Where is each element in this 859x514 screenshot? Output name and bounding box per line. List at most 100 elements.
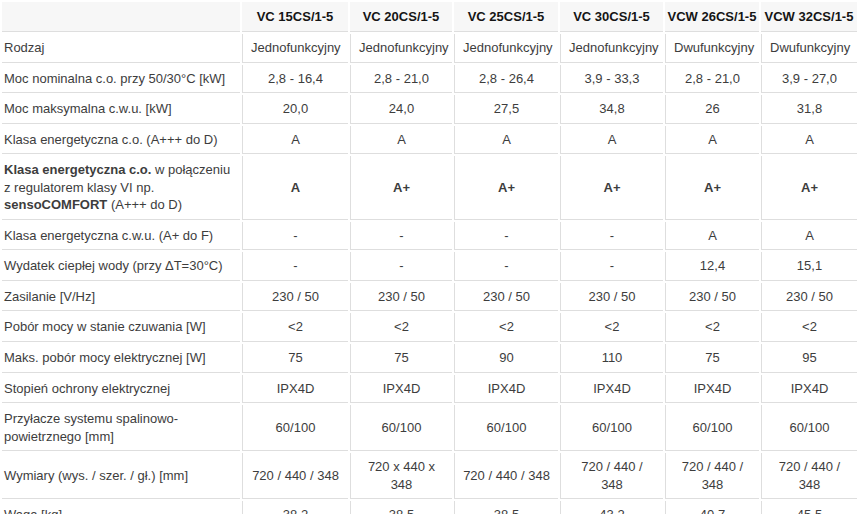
value-cell: 12,4	[665, 252, 759, 281]
value-cell: 34,8	[560, 95, 663, 124]
row-label: Zasilanie [V/Hz]	[2, 283, 240, 312]
value-cell: A+	[454, 156, 558, 220]
row-label: Klasa energetyczna c.w.u. (A+ do F)	[2, 222, 240, 251]
row-label: Maks. pobór mocy elektrycznej [W]	[2, 344, 240, 373]
table-row: Klasa energetyczna c.o. w połączeniu z r…	[2, 156, 857, 220]
value-cell: 2,8 - 26,4	[454, 65, 558, 94]
value-cell: A	[665, 222, 759, 251]
value-cell: 75	[350, 344, 452, 373]
row-label: Wydatek ciepłej wody (przy ΔT=30°C)	[2, 252, 240, 281]
value-cell: 26	[665, 95, 759, 124]
value-cell: 230 / 50	[350, 283, 452, 312]
row-label: Klasa energetyczna c.o. w połączeniu z r…	[2, 156, 240, 220]
value-cell: IPX4D	[454, 375, 558, 404]
table-row: Wymiary (wys. / szer. / gł.) [mm]720 / 4…	[2, 453, 857, 499]
row-label: Moc nominalna c.o. przy 50/30°C [kW]	[2, 65, 240, 94]
value-cell: 60/100	[350, 405, 452, 451]
value-cell: A	[242, 126, 348, 155]
value-cell: Dwufunkcyjny	[761, 34, 857, 63]
row-label-part: Klasa energetyczna c.o.	[4, 162, 151, 177]
value-cell: IPX4D	[242, 375, 348, 404]
column-header-vcw-26cs-1-5: VCW 26CS/1-5	[665, 2, 759, 32]
value-cell: -	[454, 252, 558, 281]
value-cell: 2,8 - 16,4	[242, 65, 348, 94]
value-cell: A	[560, 126, 663, 155]
row-label-part: (A+++ do D)	[107, 197, 182, 212]
table-row: Waga [kg]38,238,538,543,240,745,5	[2, 501, 857, 514]
value-cell: A+	[350, 156, 452, 220]
value-cell: -	[560, 222, 663, 251]
value-cell: 27,5	[454, 95, 558, 124]
value-cell: 95	[761, 344, 857, 373]
value-cell: A+	[761, 156, 857, 220]
value-cell: 60/100	[665, 405, 759, 451]
table-header-row: VC 15CS/1-5VC 20CS/1-5VC 25CS/1-5VC 30CS…	[2, 2, 857, 32]
value-cell: 45,5	[761, 501, 857, 514]
value-cell: <2	[761, 313, 857, 342]
value-cell: A	[665, 126, 759, 155]
value-cell: Jednofunkcyjny	[560, 34, 663, 63]
value-cell: 60/100	[761, 405, 857, 451]
value-cell: -	[350, 252, 452, 281]
value-cell: 60/100	[242, 405, 348, 451]
value-cell: <2	[560, 313, 663, 342]
column-header-vc-20cs-1-5: VC 20CS/1-5	[350, 2, 452, 32]
value-cell: 38,2	[242, 501, 348, 514]
row-label-part: sensoCOMFORT	[4, 197, 107, 212]
table-row: Zasilanie [V/Hz]230 / 50230 / 50230 / 50…	[2, 283, 857, 312]
value-cell: 2,8 - 21,0	[665, 65, 759, 94]
row-label: Stopień ochrony elektrycznej	[2, 375, 240, 404]
table-row: Pobór mocy w stanie czuwania [W]<2<2<2<2…	[2, 313, 857, 342]
value-cell: 230 / 50	[761, 283, 857, 312]
value-cell: -	[242, 222, 348, 251]
row-label: Rodzaj	[2, 34, 240, 63]
value-cell: 720 / 440 / 348	[454, 453, 558, 499]
value-cell: <2	[665, 313, 759, 342]
value-cell: IPX4D	[560, 375, 663, 404]
value-cell: 75	[665, 344, 759, 373]
value-cell: A	[242, 156, 348, 220]
value-cell: A+	[665, 156, 759, 220]
row-label: Przyłacze systemu spalinowo-powietrznego…	[2, 405, 240, 451]
table-row: Klasa energetyczna c.o. (A+++ do D)AAAAA…	[2, 126, 857, 155]
value-cell: <2	[454, 313, 558, 342]
value-cell: 24,0	[350, 95, 452, 124]
table-row: Stopień ochrony elektrycznejIPX4DIPX4DIP…	[2, 375, 857, 404]
table-row: Klasa energetyczna c.w.u. (A+ do F)----A…	[2, 222, 857, 251]
value-cell: A	[454, 126, 558, 155]
value-cell: 3,9 - 33,3	[560, 65, 663, 94]
table-row: RodzajJednofunkcyjnyJednofunkcyjnyJednof…	[2, 34, 857, 63]
value-cell: -	[454, 222, 558, 251]
value-cell: IPX4D	[665, 375, 759, 404]
table-row: Moc nominalna c.o. przy 50/30°C [kW]2,8 …	[2, 65, 857, 94]
value-cell: A	[761, 222, 857, 251]
value-cell: Jednofunkcyjny	[454, 34, 558, 63]
value-cell: -	[560, 252, 663, 281]
value-cell: Jednofunkcyjny	[350, 34, 452, 63]
value-cell: 720 / 440 / 348	[560, 453, 663, 499]
column-header-vc-15cs-1-5: VC 15CS/1-5	[242, 2, 348, 32]
table-row: Moc maksymalna c.w.u. [kW]20,024,027,534…	[2, 95, 857, 124]
value-cell: Jednofunkcyjny	[242, 34, 348, 63]
table-row: Przyłacze systemu spalinowo-powietrznego…	[2, 405, 857, 451]
row-label: Moc maksymalna c.w.u. [kW]	[2, 95, 240, 124]
value-cell: 720 / 440 / 348	[242, 453, 348, 499]
value-cell: 43,2	[560, 501, 663, 514]
value-cell: 2,8 - 21,0	[350, 65, 452, 94]
column-header-vc-30cs-1-5: VC 30CS/1-5	[560, 2, 663, 32]
value-cell: -	[242, 252, 348, 281]
value-cell: 75	[242, 344, 348, 373]
value-cell: 38,5	[454, 501, 558, 514]
row-label: Wymiary (wys. / szer. / gł.) [mm]	[2, 453, 240, 499]
value-cell: 230 / 50	[242, 283, 348, 312]
value-cell: 38,5	[350, 501, 452, 514]
value-cell: Dwufunkcyjny	[665, 34, 759, 63]
boiler-spec-table: VC 15CS/1-5VC 20CS/1-5VC 25CS/1-5VC 30CS…	[0, 0, 859, 514]
column-header-vcw-32cs-1-5: VCW 32CS/1-5	[761, 2, 857, 32]
value-cell: 720 / 440 / 348	[761, 453, 857, 499]
value-cell: 15,1	[761, 252, 857, 281]
value-cell: 720 x 440 x 348	[350, 453, 452, 499]
value-cell: IPX4D	[350, 375, 452, 404]
value-cell: 20,0	[242, 95, 348, 124]
value-cell: 230 / 50	[665, 283, 759, 312]
